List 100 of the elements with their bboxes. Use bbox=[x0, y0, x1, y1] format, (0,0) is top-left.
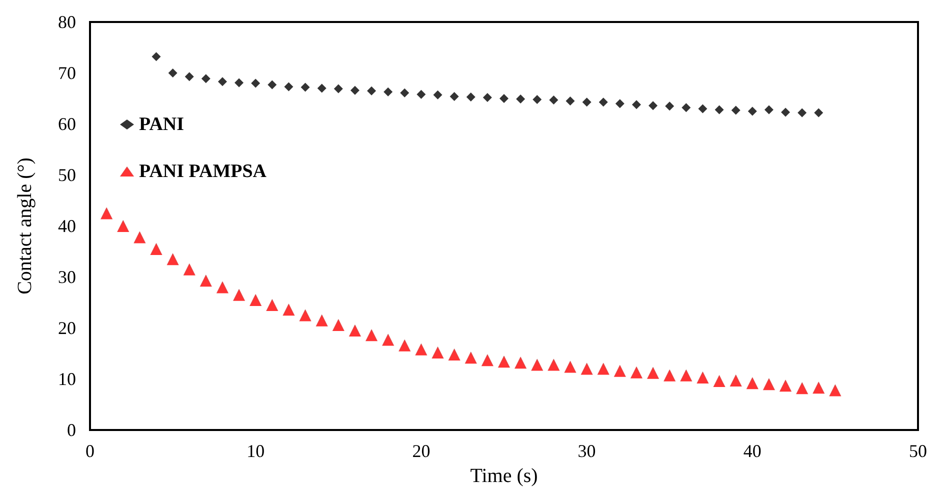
y-tick-label: 60 bbox=[58, 114, 76, 134]
point bbox=[450, 92, 459, 101]
point bbox=[251, 78, 260, 88]
legend-label: PANI PAMPSA bbox=[139, 161, 267, 182]
point bbox=[100, 207, 113, 220]
point bbox=[746, 377, 758, 390]
point bbox=[334, 84, 343, 94]
point bbox=[464, 352, 477, 364]
point bbox=[284, 82, 294, 92]
point bbox=[764, 105, 774, 114]
point bbox=[748, 106, 757, 116]
point bbox=[266, 299, 278, 312]
point bbox=[481, 354, 494, 366]
y-tick-label: 0 bbox=[67, 420, 76, 440]
point bbox=[350, 86, 360, 95]
point bbox=[432, 346, 444, 358]
point bbox=[268, 80, 277, 90]
point bbox=[366, 329, 378, 342]
point bbox=[680, 369, 692, 382]
point bbox=[781, 108, 790, 117]
point bbox=[168, 68, 178, 78]
x-tick-label: 10 bbox=[246, 441, 265, 461]
point bbox=[348, 324, 361, 337]
y-axis-title: Contact angle (°) bbox=[14, 158, 36, 294]
point bbox=[448, 348, 460, 361]
point bbox=[713, 375, 726, 388]
point bbox=[531, 358, 544, 371]
x-tick-label: 40 bbox=[743, 441, 762, 461]
point bbox=[166, 253, 179, 266]
point bbox=[698, 104, 708, 114]
y-tick-label: 20 bbox=[58, 318, 76, 338]
point bbox=[582, 98, 592, 107]
point bbox=[415, 343, 428, 356]
point bbox=[184, 72, 194, 82]
point bbox=[482, 92, 492, 102]
point bbox=[762, 378, 775, 390]
point bbox=[216, 281, 228, 294]
point bbox=[648, 101, 658, 110]
y-tick-label: 40 bbox=[58, 216, 76, 236]
point bbox=[466, 92, 476, 102]
point bbox=[566, 96, 575, 106]
point bbox=[250, 294, 262, 306]
point bbox=[829, 384, 842, 396]
legend-label: PANI bbox=[139, 114, 184, 135]
point bbox=[201, 74, 210, 84]
point bbox=[398, 339, 411, 352]
point bbox=[532, 95, 542, 104]
point bbox=[317, 84, 326, 93]
x-tick-label: 50 bbox=[909, 441, 927, 461]
point bbox=[696, 371, 709, 384]
point bbox=[580, 362, 593, 375]
point bbox=[615, 99, 624, 108]
x-axis-title: Time (s) bbox=[470, 465, 538, 487]
point bbox=[730, 374, 742, 387]
point bbox=[647, 366, 660, 379]
y-tick-label: 30 bbox=[58, 267, 76, 287]
point bbox=[299, 309, 312, 322]
point bbox=[117, 220, 130, 232]
point bbox=[152, 52, 161, 62]
point bbox=[682, 103, 691, 112]
point bbox=[549, 96, 558, 105]
point bbox=[665, 102, 674, 111]
point bbox=[332, 318, 344, 331]
point bbox=[516, 94, 526, 104]
point bbox=[433, 90, 442, 100]
point bbox=[416, 90, 426, 99]
point bbox=[598, 98, 608, 107]
point bbox=[780, 380, 792, 392]
point bbox=[200, 274, 212, 287]
point bbox=[548, 358, 560, 371]
point bbox=[812, 382, 825, 394]
point bbox=[282, 304, 295, 316]
point bbox=[798, 108, 807, 118]
y-tick-label: 10 bbox=[58, 369, 76, 389]
point bbox=[632, 100, 641, 110]
point bbox=[814, 108, 824, 118]
x-tick-label: 30 bbox=[578, 441, 596, 461]
point bbox=[300, 82, 310, 92]
point bbox=[498, 356, 510, 368]
point bbox=[384, 87, 393, 96]
point bbox=[597, 362, 610, 375]
point bbox=[382, 334, 394, 346]
point bbox=[134, 231, 146, 244]
point bbox=[564, 360, 576, 373]
point bbox=[614, 364, 626, 377]
point bbox=[630, 366, 642, 378]
point bbox=[183, 263, 196, 276]
y-tick-label: 70 bbox=[58, 63, 76, 83]
point bbox=[796, 382, 808, 394]
point bbox=[514, 356, 527, 369]
point bbox=[400, 88, 410, 98]
point bbox=[150, 242, 162, 255]
y-tick-label: 80 bbox=[58, 12, 76, 32]
point bbox=[218, 77, 227, 86]
point bbox=[714, 105, 724, 114]
point bbox=[233, 288, 246, 301]
point bbox=[316, 314, 328, 326]
y-tick-label: 50 bbox=[58, 165, 76, 185]
point bbox=[664, 369, 676, 382]
point bbox=[367, 86, 376, 96]
